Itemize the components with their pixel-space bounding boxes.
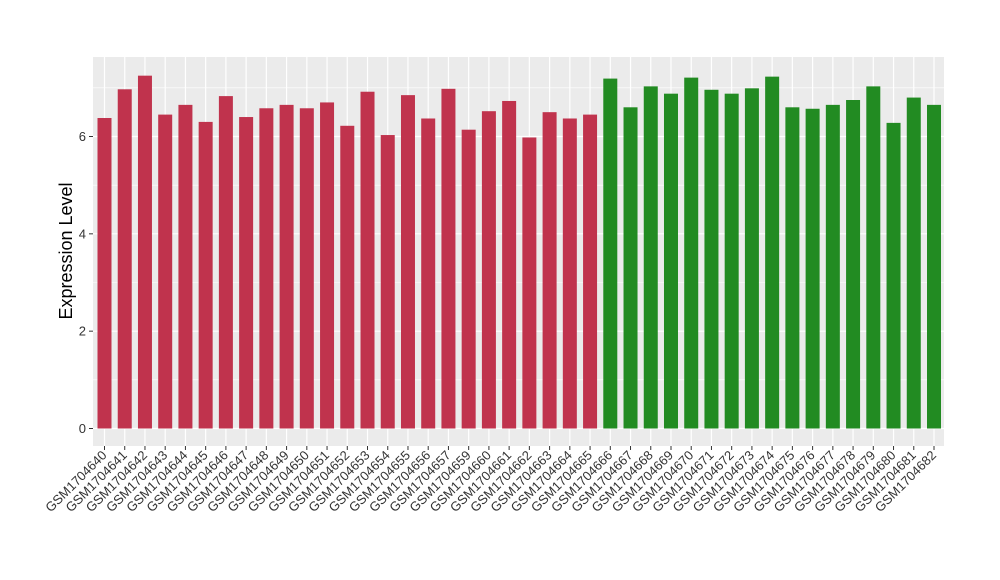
bar <box>765 76 780 429</box>
bar <box>522 137 537 429</box>
bar <box>299 108 314 429</box>
bar <box>218 96 233 429</box>
plot-panel <box>93 57 944 446</box>
bar <box>340 125 355 429</box>
bar <box>623 107 638 429</box>
bar <box>906 97 921 429</box>
bar <box>684 77 699 429</box>
bar <box>421 118 436 429</box>
bar <box>886 122 901 429</box>
x-axis: GSM1704640GSM1704641GSM1704642GSM1704643… <box>42 446 939 515</box>
bar <box>198 121 213 429</box>
bar <box>663 93 678 429</box>
bar <box>846 100 861 429</box>
bar <box>158 114 173 429</box>
bar <box>542 112 557 429</box>
bar <box>866 86 881 429</box>
bar <box>502 100 517 429</box>
bar <box>825 104 840 429</box>
bar <box>400 95 415 429</box>
bar <box>927 104 941 429</box>
bar <box>360 91 375 429</box>
y-tick-label: 6 <box>79 129 86 144</box>
y-tick-label: 0 <box>79 421 86 436</box>
bar <box>461 129 476 429</box>
bar <box>178 104 193 429</box>
bar <box>320 102 335 429</box>
bar <box>724 93 739 429</box>
bar <box>117 89 132 429</box>
bar <box>380 135 395 429</box>
y-tick-label: 4 <box>79 226 86 241</box>
y-tick-label: 2 <box>79 324 86 339</box>
bar <box>785 107 800 429</box>
bar <box>441 88 456 429</box>
bars <box>97 75 941 429</box>
bar <box>239 117 254 429</box>
bar <box>481 111 496 429</box>
bar <box>259 108 274 429</box>
bar <box>562 118 577 429</box>
bar <box>704 89 719 429</box>
bar <box>279 104 294 429</box>
bar <box>805 108 820 429</box>
bar <box>643 86 658 429</box>
bar <box>744 88 759 429</box>
y-axis: 0 2 4 6 <box>79 129 93 436</box>
y-axis-title: Expression Level <box>56 182 76 319</box>
bar <box>137 75 152 429</box>
bar <box>603 78 618 429</box>
bar <box>583 114 598 429</box>
bar <box>97 118 112 429</box>
